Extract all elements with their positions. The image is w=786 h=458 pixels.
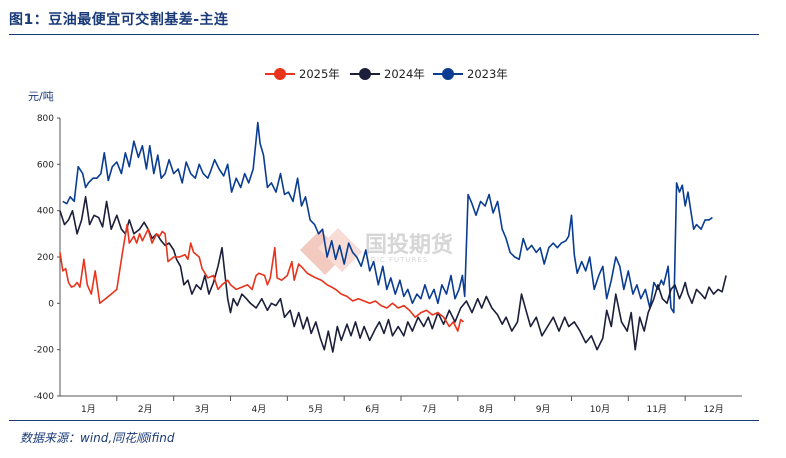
series-layer — [59, 121, 727, 353]
series-line-2023 — [62, 121, 713, 314]
basis-line-chart: 2025年 2024年 2023年 元/吨 国投期货 SDIC FUTURES … — [28, 67, 742, 415]
data-source: 数据来源：wind,同花顺ifind — [20, 431, 175, 445]
legend-label-2023: 2023年 — [467, 67, 508, 81]
legend: 2025年 2024年 2023年 — [265, 67, 508, 81]
legend-item-2025[interactable]: 2025年 — [265, 67, 340, 81]
y-tick-label: 0 — [48, 299, 54, 309]
watermark-subtext: SDIC FUTURES — [365, 256, 428, 264]
x-tick-label: 2月 — [138, 404, 153, 415]
legend-marker-2024 — [359, 68, 371, 80]
x-tick-label: 5月 — [308, 404, 323, 415]
x-tick-label: 8月 — [479, 404, 494, 415]
x-tick-label: 11月 — [647, 404, 667, 415]
legend-label-2025: 2025年 — [299, 67, 340, 81]
y-tick-label: 200 — [37, 253, 54, 263]
y-tick-label: 800 — [37, 114, 54, 124]
y-tick-label: -400 — [34, 392, 55, 402]
x-tick-label: 3月 — [195, 404, 210, 415]
legend-item-2024[interactable]: 2024年 — [350, 67, 425, 81]
x-tick-label: 7月 — [422, 404, 437, 415]
x-tick-label: 1月 — [81, 404, 96, 415]
series-line-2024 — [59, 196, 727, 353]
y-tick-label: 600 — [37, 160, 54, 170]
y-axis-unit: 元/吨 — [28, 90, 54, 103]
figure-title: 图1：豆油最便宜可交割基差-主连 — [9, 12, 229, 28]
series-line-2025 — [59, 223, 465, 332]
x-tick-label: 4月 — [252, 404, 267, 415]
y-tick-label: 400 — [37, 207, 54, 217]
legend-marker-2025 — [274, 68, 286, 80]
x-tick-label: 10月 — [590, 404, 610, 415]
x-tick-label: 6月 — [365, 404, 380, 415]
axes: -400 -200 0 200 400 600 800 1月 2月 3月 4月 5月 6月 7月 8月 9月 1… — [34, 114, 742, 415]
watermark-text: 国投期货 — [365, 232, 453, 258]
footer-rule — [9, 420, 759, 421]
legend-marker-2023 — [442, 68, 454, 80]
x-tick-label: 12月 — [703, 404, 723, 415]
legend-label-2024: 2024年 — [384, 67, 425, 81]
y-tick-label: -200 — [34, 346, 55, 356]
x-tick-label: 9月 — [536, 404, 551, 415]
title-rule — [9, 34, 759, 35]
legend-item-2023[interactable]: 2023年 — [433, 67, 508, 81]
